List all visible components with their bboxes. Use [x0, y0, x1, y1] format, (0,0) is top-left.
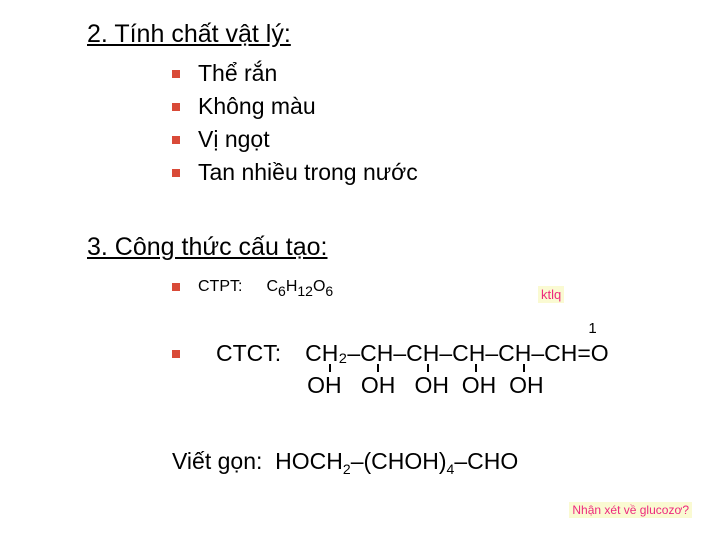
formula-part: C: [266, 278, 278, 295]
bullet-icon: [172, 136, 180, 144]
ctpt-label: CTPT:: [198, 278, 242, 296]
bullet-icon: [172, 169, 180, 177]
chain-line-1: CH₂–CH–CH–CH–CH–CH=O: [305, 340, 609, 366]
bullet-icon: [172, 283, 180, 291]
bullet-icon: [172, 103, 180, 111]
list-item-text: Thể rắn: [198, 60, 277, 87]
list-item-text: Tan nhiều trong nước: [198, 159, 418, 186]
formula-part: HOCH: [275, 448, 343, 474]
vietgon-formula: HOCH2–(CHOH)4–CHO: [275, 448, 518, 474]
formula-sub: 12: [297, 283, 313, 299]
formula-part: O: [313, 278, 325, 295]
bullet-icon: [172, 70, 180, 78]
physical-props-list: Thể rắn Không màu Vị ngọt Tan nhiều tron…: [172, 60, 418, 192]
glucose-note-link[interactable]: Nhận xét về glucozơ?: [569, 502, 692, 518]
formula-part: –CHO: [454, 448, 518, 474]
formula-part: –(CHOH): [351, 448, 447, 474]
formula-part: H: [286, 278, 298, 295]
formula-sub: 2: [343, 461, 351, 477]
ctpt-formula: C6H12O6: [266, 278, 333, 296]
bond-strokes: [305, 364, 609, 372]
list-item: Tan nhiều trong nước: [172, 159, 418, 186]
section-heading-structure: 3. Công thức cấu tạo:: [87, 233, 328, 262]
list-item-text: Vị ngọt: [198, 126, 270, 153]
formula-sub: 6: [325, 283, 333, 299]
bullet-icon: [172, 350, 180, 358]
chain-formula: 1 CH₂–CH–CH–CH–CH–CH=O OH OH OH OH OH: [305, 340, 609, 399]
section-heading-physical-props: 2. Tính chất vật lý:: [87, 20, 291, 49]
ktlq-link[interactable]: ktlq: [538, 286, 564, 303]
chain-line-2: OH OH OH OH OH: [307, 372, 609, 398]
list-item-text: Không màu: [198, 93, 316, 120]
list-item: Vị ngọt: [172, 126, 418, 153]
viet-gon-row: Viết gọn: HOCH2–(CHOH)4–CHO: [172, 448, 518, 475]
formula-sub: 6: [278, 283, 286, 299]
formula-sub: 4: [447, 461, 455, 477]
carbon-number-1: 1: [588, 320, 596, 337]
vietgon-label: Viết gọn:: [172, 448, 262, 474]
ctct-label: CTCT:: [216, 340, 281, 367]
ctct-row: CTCT: 1 CH₂–CH–CH–CH–CH–CH=O OH OH OH OH…: [172, 340, 609, 399]
ctpt-row: CTPT: C6H12O6: [172, 278, 333, 296]
list-item: Thể rắn: [172, 60, 418, 87]
list-item: Không màu: [172, 93, 418, 120]
